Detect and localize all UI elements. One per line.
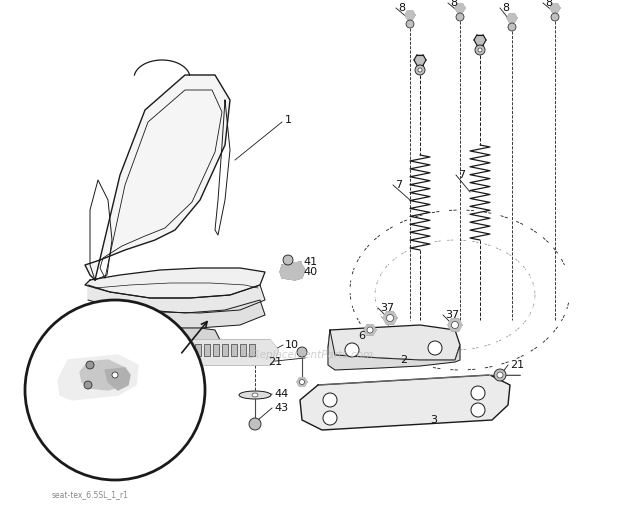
Polygon shape: [455, 4, 465, 12]
Circle shape: [299, 380, 304, 385]
Circle shape: [84, 381, 92, 389]
Circle shape: [428, 341, 442, 355]
Polygon shape: [85, 75, 230, 280]
Bar: [195, 344, 201, 356]
Polygon shape: [328, 330, 460, 370]
Polygon shape: [474, 35, 486, 45]
Text: 44: 44: [274, 389, 288, 399]
Circle shape: [297, 347, 307, 357]
Circle shape: [478, 48, 482, 52]
Circle shape: [551, 13, 559, 21]
Circle shape: [25, 300, 205, 480]
Polygon shape: [405, 11, 415, 19]
Text: eReplacementParts.com: eReplacementParts.com: [246, 350, 374, 360]
Circle shape: [345, 343, 359, 357]
Circle shape: [283, 255, 293, 265]
Polygon shape: [448, 319, 462, 331]
Circle shape: [159, 349, 167, 357]
Polygon shape: [58, 355, 138, 400]
Text: 7: 7: [458, 170, 465, 180]
Circle shape: [494, 369, 506, 381]
Bar: [240, 344, 246, 356]
Polygon shape: [364, 325, 376, 335]
Circle shape: [475, 45, 485, 55]
Text: 10: 10: [285, 340, 299, 350]
Bar: [177, 344, 183, 356]
Ellipse shape: [239, 391, 271, 399]
Bar: [168, 344, 174, 356]
Polygon shape: [383, 312, 397, 324]
Text: 8: 8: [545, 0, 552, 8]
Circle shape: [406, 20, 414, 28]
Circle shape: [323, 411, 337, 425]
Text: 43: 43: [274, 403, 288, 413]
Polygon shape: [328, 325, 460, 360]
Text: 8: 8: [450, 0, 457, 8]
Bar: [249, 344, 255, 356]
Text: 6: 6: [358, 331, 365, 341]
Text: 40: 40: [303, 267, 317, 277]
Polygon shape: [550, 4, 560, 12]
Circle shape: [415, 65, 425, 75]
Polygon shape: [88, 300, 265, 328]
Bar: [213, 344, 219, 356]
Circle shape: [508, 23, 516, 31]
Circle shape: [471, 403, 485, 417]
Polygon shape: [88, 285, 265, 313]
Circle shape: [497, 372, 503, 378]
Circle shape: [456, 13, 464, 21]
Bar: [231, 344, 237, 356]
Circle shape: [386, 314, 394, 322]
Text: 7: 7: [395, 180, 402, 190]
Polygon shape: [105, 368, 130, 390]
Text: 21: 21: [268, 357, 282, 367]
Text: 3: 3: [430, 415, 437, 425]
Polygon shape: [297, 378, 307, 386]
Text: seat-tex_6.5SL_1_r1: seat-tex_6.5SL_1_r1: [51, 490, 128, 500]
Circle shape: [451, 322, 459, 328]
Bar: [186, 344, 192, 356]
Text: 21: 21: [510, 360, 524, 370]
Text: 37: 37: [445, 310, 459, 320]
Text: 8: 8: [398, 3, 405, 13]
Text: 1: 1: [285, 115, 292, 125]
Polygon shape: [280, 262, 305, 280]
Text: 41: 41: [303, 257, 317, 267]
Bar: [204, 344, 210, 356]
Circle shape: [323, 393, 337, 407]
Polygon shape: [85, 268, 265, 298]
Circle shape: [249, 418, 261, 430]
Polygon shape: [150, 328, 220, 345]
Bar: [222, 344, 228, 356]
Circle shape: [367, 327, 373, 333]
Polygon shape: [507, 14, 517, 23]
Circle shape: [471, 386, 485, 400]
Text: 8: 8: [502, 3, 509, 13]
Text: 37: 37: [380, 303, 394, 313]
Ellipse shape: [252, 393, 258, 397]
Polygon shape: [414, 55, 426, 65]
Polygon shape: [80, 360, 128, 390]
Circle shape: [86, 361, 94, 369]
Polygon shape: [300, 375, 510, 430]
Polygon shape: [148, 340, 278, 365]
Circle shape: [418, 68, 422, 72]
Text: 2: 2: [400, 355, 407, 365]
Circle shape: [112, 372, 118, 378]
